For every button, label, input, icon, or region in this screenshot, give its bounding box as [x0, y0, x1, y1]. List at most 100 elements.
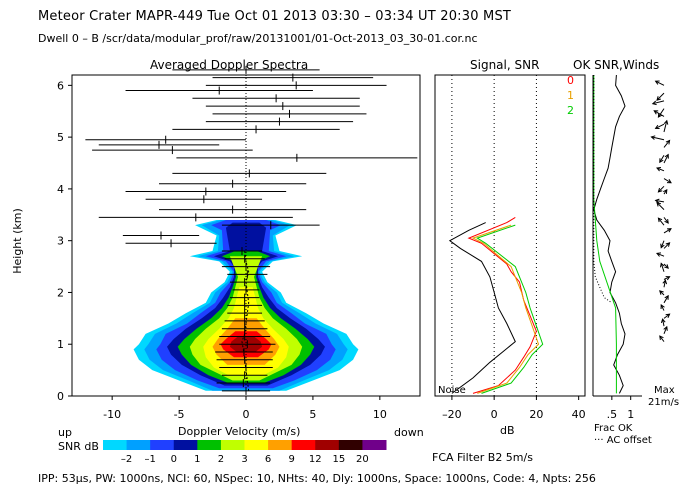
wind-arrow-head [654, 80, 660, 85]
wind-arrow [659, 154, 665, 163]
x-tick-label: 5 [309, 408, 316, 421]
wind-arrow [655, 199, 665, 203]
noise-label: Noise [438, 385, 466, 396]
wind-arrow-head [665, 139, 671, 145]
chart-title: Meteor Crater MAPR-449 Tue Oct 01 2013 0… [38, 9, 512, 24]
colorbar-tick-label: 0 [171, 454, 177, 465]
colorbar-tick-label: 15 [332, 454, 345, 465]
colorbar-swatch [362, 440, 387, 450]
wind-arrow-head [656, 167, 662, 172]
wind-arrow-head [666, 179, 672, 184]
wind-arrow-head [665, 242, 671, 247]
colorbar-swatch [150, 440, 175, 450]
colorbar-tick-label: –2 [121, 454, 132, 465]
colorbar-label: SNR dB [58, 440, 99, 453]
wind-arrow-head [660, 243, 665, 249]
wind-arrow-head [664, 264, 669, 269]
wind-arrow-head [659, 290, 664, 295]
wind-arrow [663, 313, 670, 319]
snr-line-2 [476, 224, 544, 394]
colorbar-swatch [244, 440, 269, 450]
winds-line-frac_ok [593, 74, 626, 394]
wind-arrow [663, 295, 669, 304]
wind-arrow [660, 304, 665, 311]
wind-arrow [656, 252, 665, 257]
snr-frame [434, 74, 586, 397]
ac-offset-label: ··· AC offset [594, 435, 652, 446]
snr-x-tick-label: 0 [491, 408, 498, 421]
x-tick-label: -5 [174, 408, 185, 421]
wind-arrow [663, 120, 668, 133]
y-tick-label: 0 [57, 390, 64, 403]
x-tick-label: -10 [103, 408, 121, 421]
wind-arrow-head [650, 135, 656, 140]
snr-x-tick-label: 20 [529, 408, 543, 421]
wind-arrow [655, 123, 665, 129]
wind-arrow-head [659, 262, 665, 268]
wind-arrow-head [660, 318, 666, 324]
colorbar-swatch [338, 440, 363, 450]
wind-arrow [663, 154, 669, 164]
wind-arrow [658, 217, 665, 226]
x-axis-label: Doppler Velocity (m/s) [178, 425, 301, 438]
winds-x-tick-label: 1 [627, 408, 634, 421]
frac-ok-label: Frac OK [594, 423, 633, 434]
snr-x-tick-label: 40 [572, 408, 586, 421]
wind-arrow [660, 240, 665, 248]
wind-arrow [656, 167, 665, 172]
colorbar-swatch [103, 440, 128, 450]
y-tick-label: 1 [57, 338, 64, 351]
legend-1: 1 [567, 89, 574, 102]
wind-arrow [663, 326, 668, 335]
wind-arrow [663, 242, 670, 249]
wind-arrow [663, 228, 672, 234]
snr-line-0 [467, 216, 537, 394]
colorbar-swatch [268, 440, 293, 450]
winds-x-tick-label: .5 [607, 408, 618, 421]
wind-arrow [663, 217, 669, 224]
y-tick-label: 5 [57, 131, 64, 144]
wind-arrow [659, 335, 665, 342]
wind-arrow-head [656, 201, 661, 207]
colorbar-tick-label: 6 [265, 454, 271, 465]
wind-arrow-head [666, 228, 672, 233]
wind-arrow-head [664, 218, 669, 224]
winds-line-ok_snr [593, 75, 617, 394]
snr-plot: –20 0 20 40 [434, 74, 586, 421]
x-tick-label: 0 [243, 408, 250, 421]
colorbar-swatch [291, 440, 316, 450]
colorbar-swatch [220, 440, 245, 450]
max-value: 21m/s [648, 397, 680, 408]
y-tick-label: 4 [57, 183, 64, 196]
wind-arrow-head [657, 187, 663, 193]
colorbar-swatch [126, 440, 151, 450]
footer-params: IPP: 53µs, PW: 1000ns, NCI: 60, NSpec: 1… [38, 472, 596, 485]
wind-arrow-head [654, 124, 660, 130]
winds-plot: .5 1 [592, 74, 672, 421]
filter-label: FCA Filter B2 5m/s [432, 451, 533, 464]
spectra-title: Averaged Doppler Spectra [150, 58, 309, 72]
x-tick-label: 10 [373, 408, 387, 421]
colorbar-swatch [315, 440, 340, 450]
down-label: down [394, 426, 424, 439]
wind-arrow-head [657, 217, 663, 223]
y-tick-label: 3 [57, 235, 64, 248]
wind-arrow [663, 276, 670, 280]
wind-arrow-head [657, 113, 663, 118]
wind-arrow-head [663, 325, 668, 331]
wind-arrow-head [656, 96, 661, 101]
snr-xlabel: dB [500, 424, 515, 437]
colorbar-tick-label: 1 [194, 454, 200, 465]
y-tick-label: 6 [57, 79, 64, 92]
wind-arrow-head [656, 252, 662, 257]
snr-x-tick-label: –20 [442, 408, 462, 421]
wind-arrow [651, 136, 665, 141]
wind-arrow [656, 202, 665, 210]
colorbar-tick-label: 2 [218, 454, 224, 465]
snr-line-signal [448, 222, 516, 394]
wind-arrow [658, 185, 665, 193]
wind-arrow [663, 140, 670, 148]
wind-arrow-head [662, 279, 668, 285]
colorbar-tick-label: 3 [241, 454, 247, 465]
